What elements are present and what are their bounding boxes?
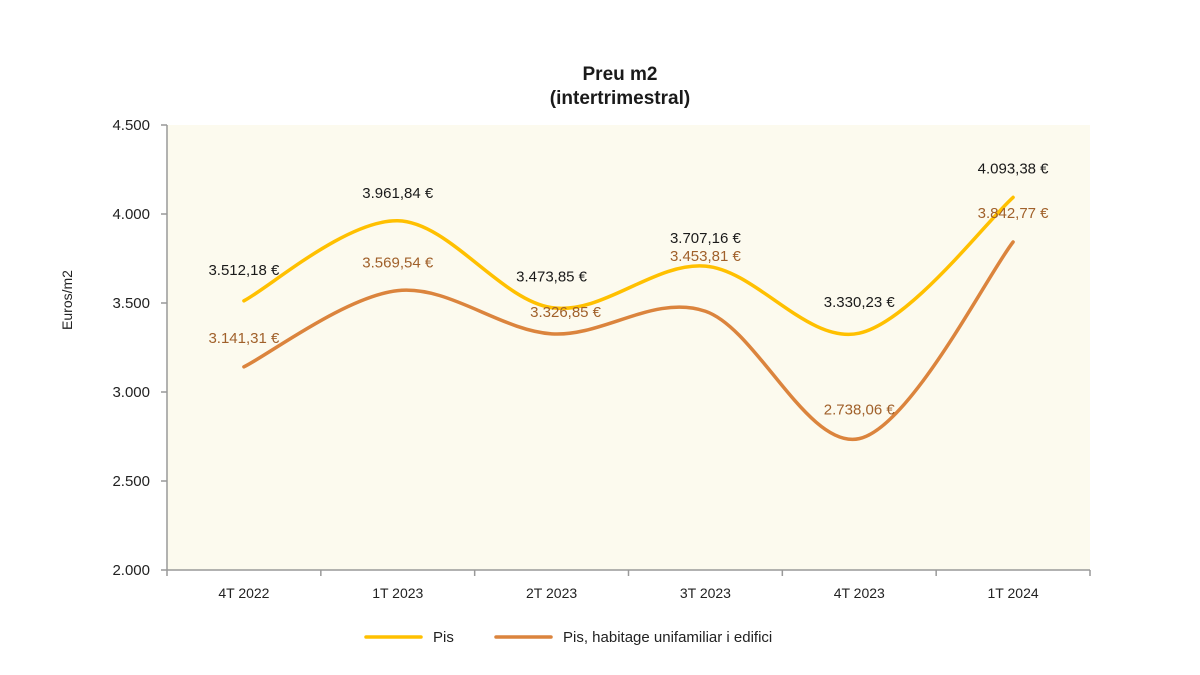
y-tick-label: 3.000 xyxy=(112,384,150,401)
legend-label: Pis, habitage unifamiliar i edifici xyxy=(563,629,772,646)
x-tick-label: 4T 2023 xyxy=(834,585,885,601)
x-tick-label: 2T 2023 xyxy=(526,585,577,601)
data-label: 3.842,77 € xyxy=(978,205,1050,222)
legend-label: Pis xyxy=(433,629,454,646)
plot-area xyxy=(167,125,1090,570)
data-label: 2.738,06 € xyxy=(824,402,896,419)
chart-subtitle: (intertrimestral) xyxy=(550,88,690,109)
data-label: 3.326,85 € xyxy=(530,304,602,321)
x-tick-label: 1T 2024 xyxy=(988,585,1039,601)
data-label: 3.330,23 € xyxy=(824,294,896,311)
chart-title: Preu m2 xyxy=(583,64,658,85)
data-label: 3.707,16 € xyxy=(670,230,742,247)
y-tick-label: 4.000 xyxy=(112,206,150,223)
x-tick-label: 3T 2023 xyxy=(680,585,731,601)
data-label: 3.569,54 € xyxy=(362,255,434,272)
data-label: 3.453,81 € xyxy=(670,248,742,265)
data-label: 3.473,85 € xyxy=(516,269,588,286)
x-tick-label: 4T 2022 xyxy=(218,585,269,601)
y-tick-label: 3.500 xyxy=(112,295,150,312)
data-label: 3.961,84 € xyxy=(362,185,434,202)
series-line-2 xyxy=(242,240,1015,442)
y-tick-label: 4.500 xyxy=(112,117,150,134)
x-tick-label: 1T 2023 xyxy=(372,585,423,601)
data-label: 3.141,31 € xyxy=(208,330,280,347)
series-line-1 xyxy=(242,195,1015,337)
data-label: 3.512,18 € xyxy=(208,262,280,279)
y-axis-label: Euros/m2 xyxy=(59,270,75,330)
data-label: 4.093,38 € xyxy=(978,160,1050,177)
y-tick-label: 2.500 xyxy=(112,473,150,490)
y-tick-label: 2.000 xyxy=(112,562,150,579)
